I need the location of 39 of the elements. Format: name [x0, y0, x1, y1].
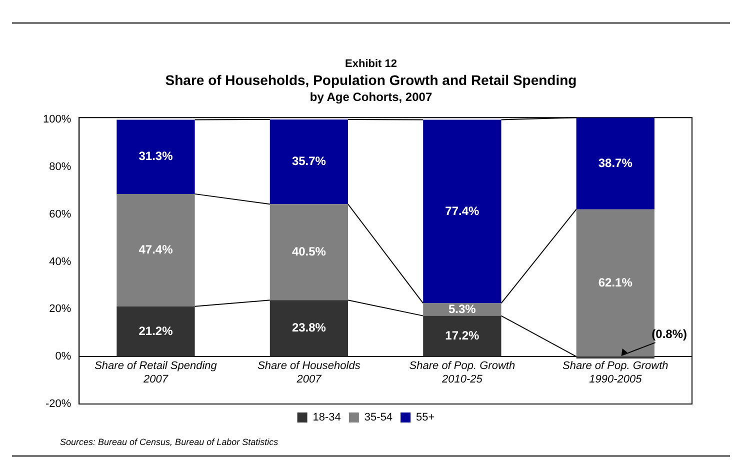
legend-label: 18-34: [312, 412, 341, 424]
x-tick-label: Share of Pop. Growth 1990-2005: [562, 360, 668, 386]
chart-title: Share of Households, Population Growth and Retail Spending: [164, 72, 578, 88]
bar: [116, 120, 195, 194]
y-tick-label: 0%: [55, 350, 72, 363]
data-label: 23.8%: [292, 320, 326, 335]
data-label: 35.7%: [292, 154, 326, 168]
source-note: Sources: Bureau of Census, Bureau of Labor Statistics: [60, 437, 278, 447]
data-label: (0.8%): [652, 326, 688, 341]
legend-label: 55+: [416, 412, 435, 424]
data-label: 47.4%: [138, 242, 174, 256]
legend-label: 35-54: [364, 412, 393, 424]
bar: [576, 118, 654, 210]
bar: [270, 300, 348, 357]
data-label: 5.3%: [448, 302, 476, 316]
y-tick-label: 60%: [49, 208, 72, 220]
data-label: 31.3%: [138, 149, 174, 164]
y-tick-label: -20%: [45, 398, 72, 410]
data-label: 17.2%: [445, 328, 480, 343]
chart-subtitle: by Age Cohorts, 2007: [308, 90, 434, 104]
y-tick-label: 40%: [49, 256, 72, 268]
text: Exhibit 12: [344, 58, 398, 70]
data-label: 77.4%: [445, 204, 480, 218]
y-tick-label: 100%: [42, 114, 72, 126]
bar: [270, 119, 348, 204]
y-tick-label: 80%: [49, 160, 72, 173]
bar: [116, 194, 195, 306]
x-tick-label: Share of Households 2007: [258, 360, 361, 386]
bar: [270, 204, 348, 300]
bar: [423, 120, 502, 304]
x-tick-label: Share of Pop. Growth 2010-25: [409, 360, 516, 386]
x-tick-label: Share of Retail Spending 2007: [94, 360, 218, 386]
bar: [116, 306, 195, 357]
bar: [423, 316, 502, 357]
data-label: 40.5%: [292, 244, 326, 258]
y-tick-label: 20%: [49, 303, 72, 316]
data-label: 21.2%: [138, 324, 174, 338]
data-label: 38.7%: [598, 156, 633, 170]
data-label: 62.1%: [598, 275, 633, 290]
